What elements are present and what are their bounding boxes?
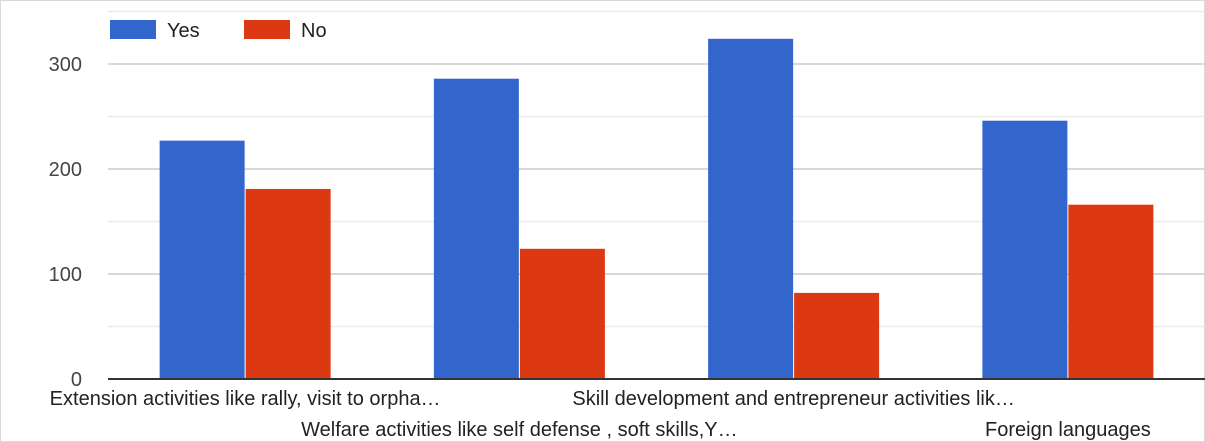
axes: 0 100 200 300 Extension activities like rall… xyxy=(49,54,1205,441)
bar-yes-3[interactable] xyxy=(708,38,794,380)
legend-swatch-no xyxy=(244,20,290,39)
legend: Yes No xyxy=(110,20,327,42)
legend-label-no: No xyxy=(301,20,327,42)
x-category-label: Extension activities like rally, visit t… xyxy=(50,388,441,410)
y-tick-label: 0 xyxy=(71,369,82,391)
y-tick-label: 100 xyxy=(49,264,82,286)
x-category-label: Skill development and entrepreneur activ… xyxy=(572,388,1014,410)
legend-label-yes: Yes xyxy=(167,20,200,42)
bar-no-4[interactable] xyxy=(1068,204,1154,379)
legend-swatch-yes xyxy=(110,20,156,39)
x-category-label: Foreign languages xyxy=(985,419,1151,441)
bar-no-2[interactable] xyxy=(519,248,605,379)
bar-no-1[interactable] xyxy=(245,188,331,379)
bar-yes-1[interactable] xyxy=(159,140,245,379)
bar-yes-4[interactable] xyxy=(982,120,1068,379)
bar-yes-2[interactable] xyxy=(433,78,519,379)
bars xyxy=(159,38,1154,380)
y-tick-label: 300 xyxy=(49,54,82,76)
bar-no-3[interactable] xyxy=(794,292,880,379)
x-category-label: Welfare activities like self defense , s… xyxy=(301,419,737,441)
y-tick-label: 200 xyxy=(49,159,82,181)
